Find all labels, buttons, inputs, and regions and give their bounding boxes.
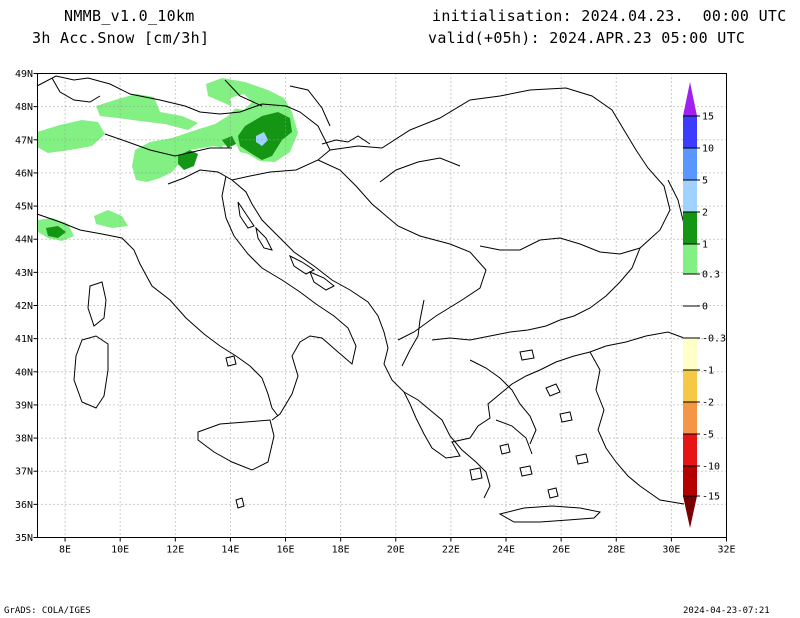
lat-tick-label: 39N (15, 400, 33, 411)
colorbar-label: 15 (702, 112, 714, 123)
model-name: NMMB_v1.0_10km (64, 7, 195, 25)
colorbar: 15 10 5 2 1 0.3 0 -0.3 -1 -2 -5 -10 -15 (683, 82, 726, 528)
lat-tick-label: 47N (15, 135, 33, 146)
colorbar-label: -1 (702, 366, 714, 377)
lat-tick-label: 41N (15, 334, 33, 345)
lat-tick-label: 38N (15, 434, 33, 445)
lon-tick-label: 18E (332, 545, 350, 556)
valid-time: valid(+05h): 2024.APR.23 05:00 UTC (428, 29, 746, 47)
footer-credit: GrADS: COLA/IGES (4, 606, 91, 616)
lat-tick-label: 44N (15, 235, 33, 246)
colorbar-segment-neg2 (683, 402, 697, 434)
lon-tick-label: 10E (111, 545, 129, 556)
colorbar-bottom-arrow (683, 496, 697, 528)
lat-tick-label: 49N (15, 69, 33, 80)
colorbar-label: -5 (702, 430, 714, 441)
map-grid (33, 73, 727, 542)
lon-tick-label: 16E (277, 545, 295, 556)
colorbar-label: 5 (702, 176, 708, 187)
init-time: initialisation: 2024.04.23. 00:00 UTC (432, 7, 787, 25)
lon-tick-label: 22E (442, 545, 460, 556)
colorbar-segment-15 (683, 116, 697, 148)
latitude-labels: 35N 36N 37N 38N 39N 40N 41N 42N 43N 44N 45N 46N 47N 4… (15, 69, 33, 544)
colorbar-segment-neg1 (683, 370, 697, 402)
lon-tick-label: 30E (662, 545, 680, 556)
coastlines-borders (36, 75, 685, 523)
colorbar-label: -15 (702, 492, 720, 503)
colorbar-top-arrow (683, 82, 697, 116)
snow-fields-light (37, 78, 298, 241)
lon-tick-label: 14E (221, 545, 239, 556)
lat-tick-label: 45N (15, 202, 33, 213)
lon-tick-label: 24E (497, 545, 515, 556)
colorbar-label: 1 (702, 240, 708, 251)
lat-tick-label: 36N (15, 500, 33, 511)
colorbar-segment-2 (683, 212, 697, 244)
lat-tick-label: 43N (15, 268, 33, 279)
colorbar-segment-5 (683, 180, 697, 212)
footer-timestamp: 2024-04-23-07:21 (683, 606, 770, 616)
lon-tick-label: 20E (387, 545, 405, 556)
colorbar-label: 10 (702, 144, 714, 155)
colorbar-segment-neg5 (683, 434, 697, 466)
snow-field-5cm (256, 132, 268, 146)
lat-tick-label: 46N (15, 168, 33, 179)
colorbar-label: 0.3 (702, 270, 720, 281)
colorbar-segment-neg10 (683, 466, 697, 496)
colorbar-segment-10 (683, 148, 697, 180)
colorbar-label: -10 (702, 462, 720, 473)
colorbar-label: -0.3 (702, 334, 726, 345)
lat-tick-label: 37N (15, 467, 33, 478)
variable-title: 3h Acc.Snow [cm/3h] (32, 29, 210, 47)
lat-tick-label: 42N (15, 301, 33, 312)
longitude-labels: 8E 10E 12E 14E 16E 18E 20E 22E 24E 26E 28E 30E 32E (59, 545, 735, 556)
lon-tick-label: 12E (166, 545, 184, 556)
lon-tick-label: 8E (59, 545, 71, 556)
lat-tick-label: 40N (15, 367, 33, 378)
colorbar-segment-neg03 (683, 338, 697, 370)
colorbar-label: -2 (702, 398, 714, 409)
lat-tick-label: 35N (15, 533, 33, 544)
colorbar-label: 0 (702, 302, 708, 313)
colorbar-segment-1 (683, 244, 697, 274)
lat-tick-label: 48N (15, 102, 33, 113)
lon-tick-label: 26E (552, 545, 570, 556)
lon-tick-label: 32E (717, 545, 735, 556)
colorbar-label: 2 (702, 208, 708, 219)
map-frame (37, 73, 727, 538)
lon-tick-label: 28E (607, 545, 625, 556)
